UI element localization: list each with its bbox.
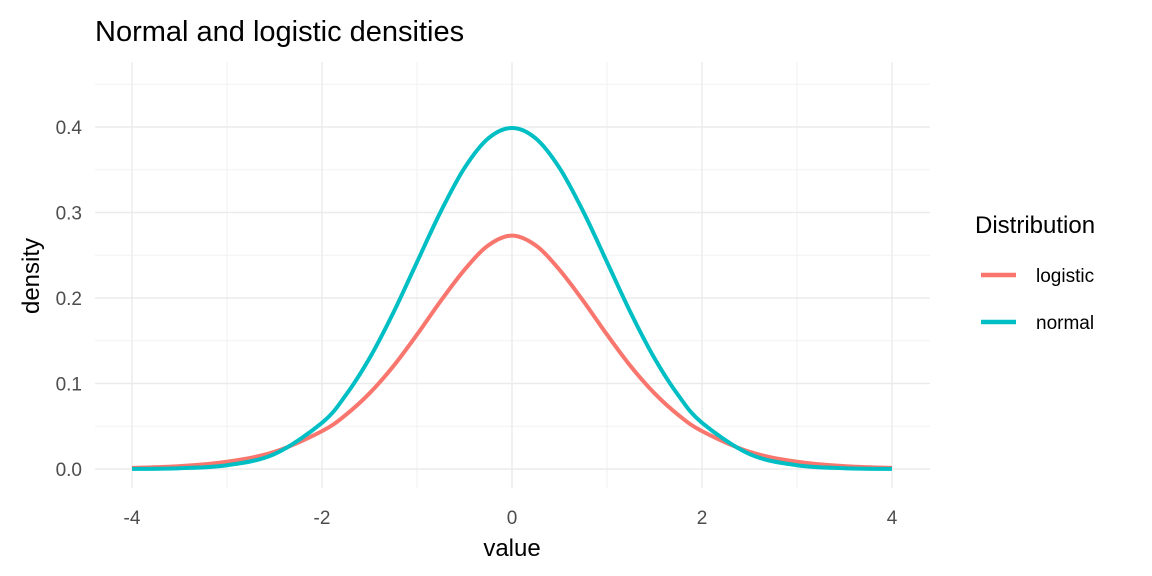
- y-tick-label: 0.2: [56, 289, 82, 310]
- x-tick-label: -4: [124, 508, 141, 529]
- series-line-logistic: [131, 233, 893, 470]
- legend-item-logistic: logistic: [981, 266, 1094, 287]
- x-tick-label: 4: [887, 508, 898, 529]
- y-tick-labels: 0.0 0.1 0.2 0.3 0.4: [56, 118, 83, 481]
- legend-title: Distribution: [975, 212, 1095, 239]
- x-axis-title: value: [483, 535, 540, 562]
- y-tick-label: 0.0: [56, 460, 82, 481]
- legend-label-normal: normal: [1036, 313, 1094, 334]
- x-tick-label: -2: [314, 508, 331, 529]
- chart-title: Normal and logistic densities: [95, 16, 464, 48]
- series-line-normal: [131, 125, 893, 471]
- legend-items: logistic normal: [981, 266, 1094, 334]
- series-lines: [131, 125, 893, 471]
- legend-item-normal: normal: [981, 313, 1094, 334]
- legend-label-logistic: logistic: [1036, 266, 1094, 287]
- major-gridlines: [95, 62, 930, 488]
- y-tick-label: 0.3: [56, 204, 82, 225]
- x-tick-label: 2: [697, 508, 708, 529]
- y-tick-label: 0.4: [56, 118, 83, 139]
- y-tick-label: 0.1: [56, 375, 82, 396]
- legend: Distribution logistic normal: [975, 212, 1095, 334]
- x-tick-labels: -4 -2 0 2 4: [124, 508, 898, 529]
- x-tick-label: 0: [507, 508, 518, 529]
- y-axis-title: density: [18, 238, 45, 314]
